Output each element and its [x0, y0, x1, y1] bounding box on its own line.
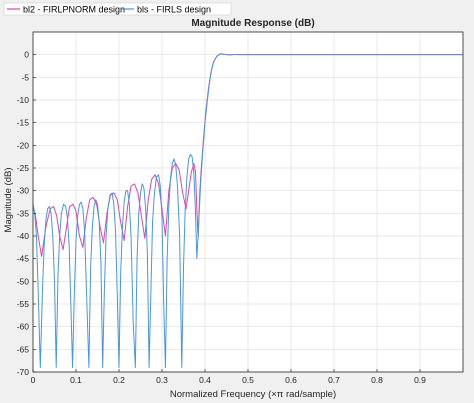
chart-title: Magnitude Response (dB) — [191, 18, 314, 29]
y-axis-ticks: 0 -5 -10 -15 -20 -25 -30 -35 -40 -45 -50 -55 -60 -65 -… — [17, 50, 36, 377]
y-tick-label: -45 — [17, 254, 30, 264]
x-tick-label: 0.5 — [242, 375, 254, 385]
y-tick-label: -50 — [17, 276, 30, 286]
y-tick-label: -40 — [17, 231, 30, 241]
y-tick-label: -25 — [17, 163, 30, 173]
legend-label-bl2: bl2 - FIRLPNORM design — [23, 5, 125, 15]
x-tick-label: 0.6 — [285, 375, 297, 385]
x-tick-label: 0.1 — [70, 375, 82, 385]
y-tick-label: -15 — [17, 118, 30, 128]
legend: bl2 - FIRLPNORM design bls - FIRLS desig… — [3, 2, 232, 16]
y-tick-label: -55 — [17, 299, 30, 309]
y-tick-label: -65 — [17, 344, 30, 354]
y-tick-label: -20 — [17, 140, 30, 150]
y-tick-label: -35 — [17, 208, 30, 218]
y-tick-label: -10 — [17, 95, 30, 105]
x-tick-label: 0.4 — [199, 375, 211, 385]
x-tick-label: 0 — [31, 375, 36, 385]
y-tick-label: -60 — [17, 322, 30, 332]
x-axis-label: Normalized Frequency (×π rad/sample) — [170, 389, 336, 400]
series-layer — [32, 53, 463, 368]
y-tick-label: -5 — [21, 72, 29, 82]
legend-label-bls: bls - FIRLS design — [137, 5, 211, 15]
x-tick-label: 0.9 — [414, 375, 426, 385]
y-tick-label: -70 — [17, 367, 30, 377]
x-tick-label: 0.3 — [156, 375, 168, 385]
y-tick-label: 0 — [24, 50, 29, 60]
y-axis-label: Magnitude (dB) — [3, 168, 14, 233]
x-axis-ticks: 0 0.1 0.2 0.3 0.4 0.5 0.6 0.7 0.8 0.9 — [31, 369, 426, 385]
x-tick-label: 0.7 — [328, 375, 340, 385]
y-tick-label: -30 — [17, 186, 30, 196]
series-line-bls-firls — [32, 53, 463, 368]
legend-box — [3, 2, 232, 16]
x-tick-label: 0.2 — [113, 375, 125, 385]
x-tick-label: 0.8 — [371, 375, 383, 385]
